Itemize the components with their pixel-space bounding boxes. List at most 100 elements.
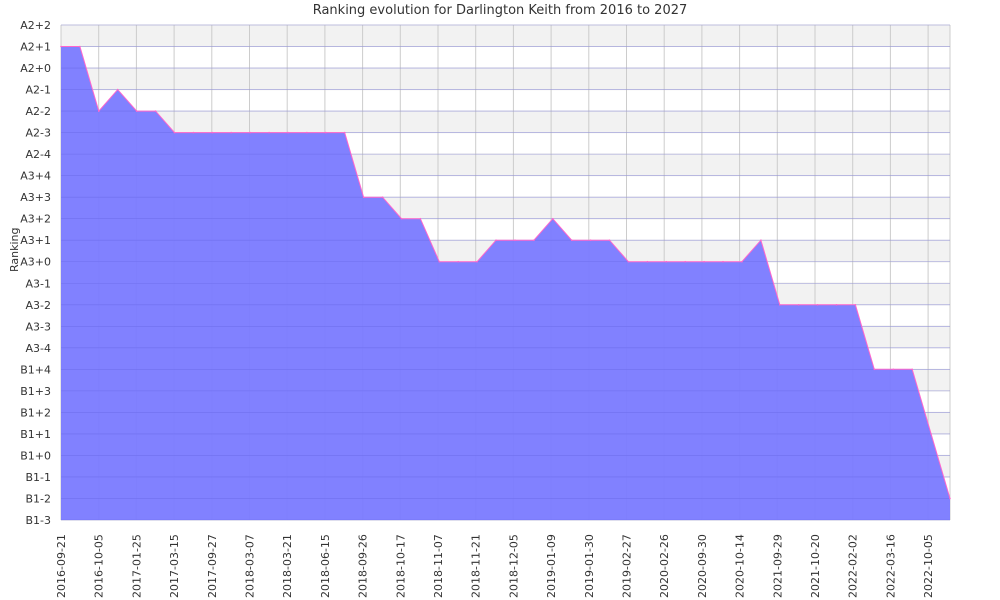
y-tick-label: A2+0 [20, 62, 51, 75]
x-tick-label: 2019-02-27 [621, 534, 634, 598]
x-tick-label: 2020-02-26 [658, 534, 671, 598]
y-tick-label: A3+3 [20, 191, 51, 204]
data-point [476, 260, 478, 263]
data-point [779, 304, 781, 306]
x-tick-label: 2019-01-30 [583, 534, 596, 598]
y-tick-label: A3+1 [20, 234, 51, 247]
y-tick-label: B1-1 [25, 471, 51, 484]
data-point [760, 239, 762, 241]
x-tick-label: 2018-11-21 [470, 534, 483, 598]
data-point [495, 239, 497, 241]
y-tick-label: A3+4 [20, 170, 51, 183]
x-tick-label: 2021-09-29 [771, 534, 784, 598]
x-tick-label: 2018-09-26 [357, 534, 370, 598]
data-point [306, 131, 308, 134]
data-point [589, 239, 592, 241]
data-point [608, 239, 611, 241]
data-point [949, 497, 951, 500]
data-point [854, 304, 857, 306]
x-tick-label: 2019-01-09 [545, 534, 558, 598]
y-tick-label: A3-1 [26, 277, 52, 290]
y-tick-label: B1-3 [25, 514, 51, 527]
data-point [646, 260, 649, 263]
data-point [60, 45, 62, 48]
y-tick-label: A2-1 [26, 84, 52, 97]
grid-band [61, 68, 950, 90]
data-point [703, 260, 705, 263]
data-area [60, 24, 951, 521]
y-tick-label: A2+2 [20, 19, 51, 32]
y-tick-label: B1+0 [20, 449, 51, 462]
data-point [362, 196, 365, 198]
data-point [797, 304, 800, 306]
data-point [98, 110, 100, 112]
data-point [154, 110, 157, 112]
data-point [741, 260, 743, 263]
x-tick-label: 2017-03-15 [168, 534, 181, 598]
data-point [419, 217, 422, 220]
data-point [400, 217, 403, 220]
data-point [514, 239, 516, 241]
x-tick-label: 2018-12-05 [507, 534, 520, 598]
chart-title: Ranking evolution for Darlington Keith f… [312, 3, 688, 18]
data-point [911, 368, 913, 371]
y-tick-label: A3+2 [20, 213, 51, 226]
y-tick-label: B1+2 [20, 406, 51, 419]
x-tick-label: 2018-03-21 [281, 534, 294, 598]
data-point [192, 131, 195, 134]
data-point [570, 239, 573, 241]
data-point [835, 304, 838, 306]
y-tick-label: A3+0 [20, 256, 51, 269]
data-point [457, 260, 460, 263]
data-point [816, 304, 819, 306]
x-tick-label: 2021-10-20 [809, 534, 822, 598]
x-tick-label: 2017-09-27 [206, 534, 219, 598]
x-tick-labels: 2016-09-21 2016-10-05 2017-01-25 2017-03-15… [55, 534, 935, 598]
y-tick-label: B1+4 [20, 363, 51, 376]
y-tick-labels: A2+2 A2+1 A2+0 A2-1 A2-2 A2-3 A2-4 A3+4 A3+3 A3+2… [20, 19, 51, 527]
y-tick-label: A2-3 [26, 127, 52, 140]
data-point [381, 196, 384, 198]
y-tick-label: B1+3 [20, 385, 51, 398]
data-point [533, 239, 535, 241]
data-point [173, 131, 176, 134]
x-tick-label: 2022-02-02 [847, 534, 860, 598]
data-point [684, 260, 686, 263]
x-tick-label: 2020-09-30 [696, 534, 709, 598]
data-point [722, 260, 724, 263]
x-tick-label: 2016-10-05 [93, 534, 106, 598]
x-tick-label: 2017-01-25 [130, 534, 143, 598]
data-point [79, 45, 81, 48]
y-tick-label: A3-3 [26, 320, 52, 333]
y-tick-label: A3-4 [26, 342, 52, 355]
x-tick-label: 2018-11-07 [432, 534, 445, 598]
x-tick-label: 2020-10-14 [734, 534, 747, 598]
y-tick-label: A2+1 [20, 41, 51, 54]
data-point [665, 260, 668, 263]
data-point [249, 131, 251, 134]
data-point [892, 368, 895, 371]
x-tick-label: 2018-06-15 [319, 534, 332, 598]
y-tick-label: A2-4 [26, 148, 52, 161]
y-tick-label: B1+1 [20, 428, 51, 441]
y-tick-label: A2-2 [26, 105, 52, 118]
data-point [287, 131, 289, 134]
data-point [552, 217, 554, 220]
data-point [268, 131, 270, 134]
data-point [627, 260, 630, 263]
y-tick-label: A3-2 [26, 299, 52, 312]
y-tick-label: B1-2 [25, 492, 51, 505]
data-point [930, 433, 932, 435]
data-point [230, 131, 232, 134]
x-tick-label: 2018-03-07 [244, 534, 257, 598]
x-tick-label: 2022-10-05 [922, 534, 935, 598]
data-point [873, 368, 876, 371]
grid-band [61, 25, 950, 47]
x-tick-label: 2022-03-16 [884, 534, 897, 598]
ranking-line [61, 46, 951, 499]
data-point [211, 131, 214, 134]
data-point [116, 88, 119, 91]
x-tick-label: 2016-09-21 [55, 534, 68, 598]
data-point [438, 260, 441, 263]
